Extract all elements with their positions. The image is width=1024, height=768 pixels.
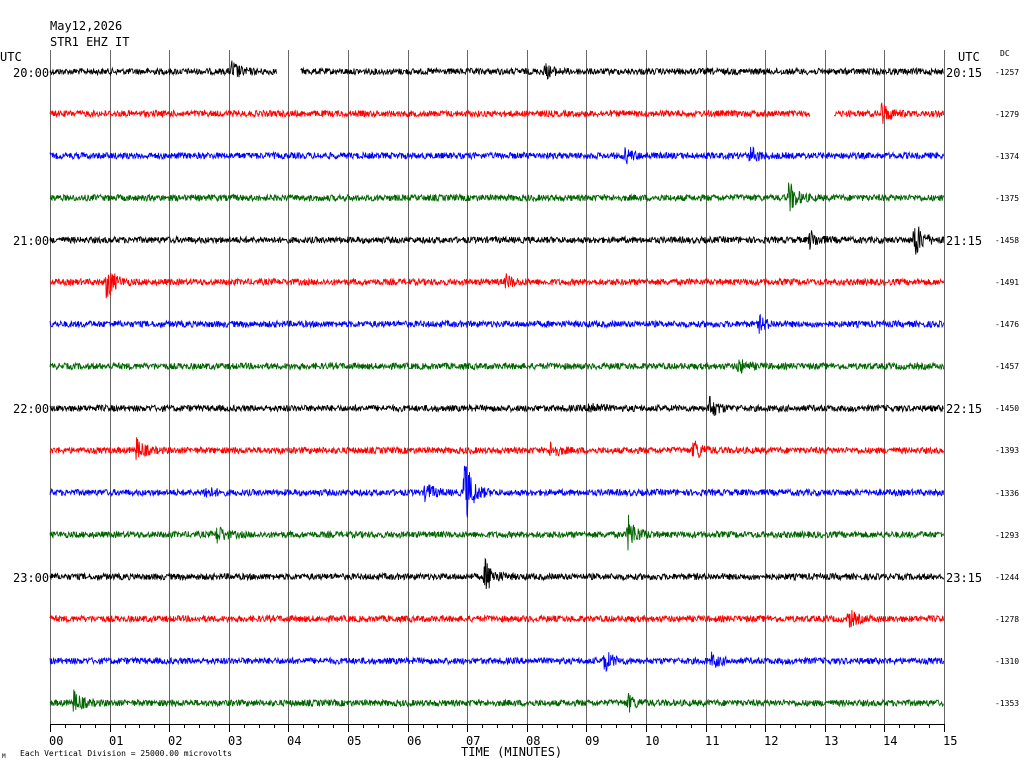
trace-row-4 [49,226,945,255]
dc-offset-value: -1279 [995,110,1020,119]
left-time-label: 23:00 [13,571,50,585]
dc-offset-value: -1375 [995,194,1020,203]
right-time-label: 22:15 [946,402,983,416]
x-tick-label: 04 [287,734,302,748]
trace-row-3 [49,182,945,212]
dc-offset-value: -1476 [995,320,1020,329]
x-tick-label: 06 [407,734,422,748]
plot-date: May12,2026 [50,19,123,33]
left-time-label: 21:00 [13,234,50,248]
trace-row-2 [49,146,945,165]
dc-offset-value: -1278 [995,615,1020,624]
trace-row-1-seg-1 [833,101,945,124]
x-tick-label: 03 [228,734,243,748]
dc-offset-value: -1293 [995,531,1020,540]
x-tick-label: 00 [49,734,64,748]
corner-mark: M [2,753,6,760]
trace-row-9 [49,437,945,461]
x-tick-label: 10 [645,734,660,748]
trace-row-14 [49,651,945,673]
trace-row-15 [49,689,945,713]
x-tick-label: 05 [347,734,362,748]
trace-row-11 [49,514,945,551]
x-tick-label: 02 [168,734,183,748]
dc-offset-value: -1374 [995,152,1020,161]
dc-offset-value: -1244 [995,573,1020,582]
trace-row-12 [49,557,945,590]
dc-offset-value: -1393 [995,446,1020,455]
trace-row-13 [49,609,945,628]
left-time-label: 20:00 [13,66,50,80]
station-code: STR1 EHZ IT [50,35,130,49]
x-axis-label: TIME (MINUTES) [461,745,563,759]
utc-label-left: UTC [0,50,22,64]
dc-offset-value: -1450 [995,404,1020,413]
dc-offset-value: -1491 [995,278,1020,287]
utc-label-right: UTC [958,50,980,64]
scale-footer: Each Vertical Division = 25000.00 microv… [20,749,232,758]
right-time-label: 23:15 [946,571,983,585]
x-tick-label: 01 [109,734,124,748]
trace-row-7 [49,359,945,374]
right-time-label: 21:15 [946,234,983,248]
trace-row-8 [49,395,944,417]
dc-offset-value: -1353 [995,699,1020,708]
dc-offset-value: -1336 [995,489,1020,498]
x-tick-label: 08 [526,734,541,748]
dc-offset-value: -1257 [995,68,1020,77]
dc-offset-value: -1457 [995,362,1020,371]
trace-row-5 [49,272,945,299]
trace-row-1-seg-0 [49,109,811,119]
trace-row-6 [49,313,945,334]
x-tick-label: 12 [764,734,779,748]
trace-row-10 [49,465,945,518]
x-tick-label: 11 [705,734,720,748]
right-time-label: 20:15 [946,66,983,80]
x-tick-label: 15 [943,734,958,748]
dc-offset-value: -1310 [995,657,1020,666]
dc-label: DC [1000,49,1010,58]
x-tick-label: 14 [883,734,898,748]
dc-offset-value: -1458 [995,236,1020,245]
left-time-label: 22:00 [13,402,50,416]
x-tick-label: 07 [466,734,481,748]
x-tick-label: 13 [824,734,839,748]
trace-row-0-seg-0 [49,60,277,78]
trace-row-0-seg-1 [300,63,944,80]
x-tick-label: 09 [585,734,600,748]
